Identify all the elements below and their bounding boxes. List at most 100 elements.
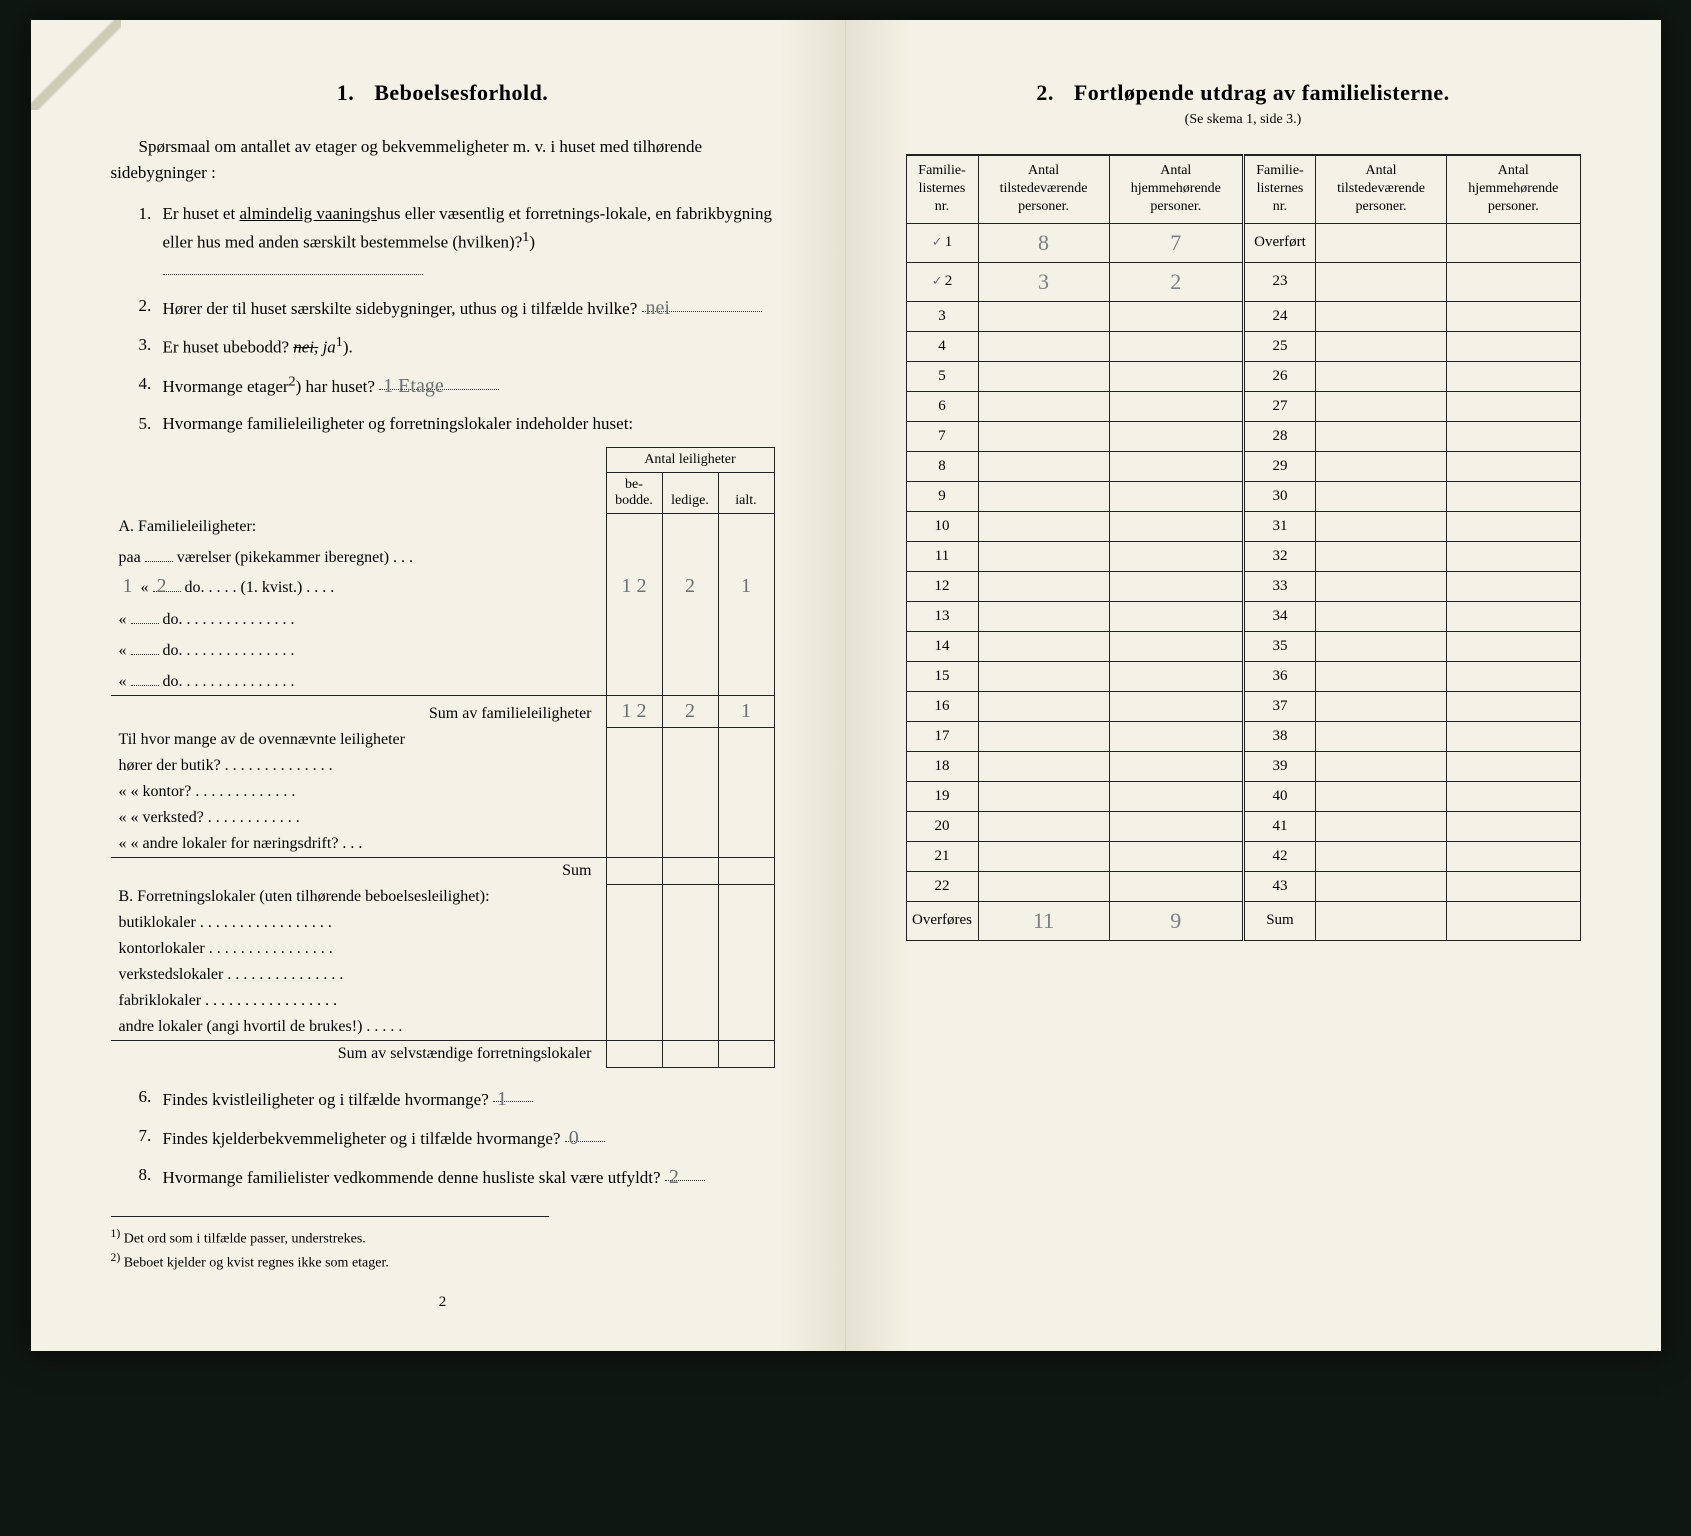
row-nr-l: 10 xyxy=(906,511,978,541)
row-tL: 8 xyxy=(978,223,1109,262)
row-nr-l: 8 xyxy=(906,451,978,481)
row-tR xyxy=(1315,301,1446,331)
section-number: 1. xyxy=(337,80,355,105)
row-tR xyxy=(1315,631,1446,661)
row-hL xyxy=(1109,871,1243,901)
row-nr-r: 39 xyxy=(1243,751,1315,781)
row-tL xyxy=(978,331,1109,361)
tbl-head-span: Antal leiligheter xyxy=(606,448,774,473)
A-sum-v3: 1 xyxy=(737,700,755,722)
extract-row: 930 xyxy=(906,481,1580,511)
extract-row: 1839 xyxy=(906,751,1580,781)
row-hR xyxy=(1447,421,1580,451)
row-tL xyxy=(978,571,1109,601)
extract-row: 22 43 xyxy=(906,871,1580,901)
row-hR xyxy=(1447,223,1580,262)
row-tR xyxy=(1315,391,1446,421)
row-hL xyxy=(1109,661,1243,691)
row-tL: 3 xyxy=(978,262,1109,301)
row-nr-r: 29 xyxy=(1243,451,1315,481)
row-nr-r: 42 xyxy=(1243,841,1315,871)
row-tL xyxy=(978,751,1109,781)
row-hL xyxy=(1109,421,1243,451)
row-tR xyxy=(1315,223,1446,262)
A-row-label: 1 « 2 do. . . . . (1. kvist.) . . . . xyxy=(111,571,607,602)
row-nr-l: 22 xyxy=(906,871,978,901)
A-sum-v1: 1 2 xyxy=(618,700,651,722)
q2-answer: nei xyxy=(642,297,674,319)
intro-text: Spørsmaal om antallet av etager og bekve… xyxy=(111,134,775,187)
row-tR xyxy=(1315,751,1446,781)
q3-paren: ) xyxy=(343,338,349,357)
row-nr-r: 41 xyxy=(1243,811,1315,841)
page-spread: 1. Beboelsesforhold. Spørsmaal om antall… xyxy=(31,20,1661,1351)
extract-row: 728 xyxy=(906,421,1580,451)
A-sub-sum-label: Sum xyxy=(111,858,607,885)
section-title-text: Beboelsesforhold. xyxy=(374,80,548,105)
question-3: 3. Er huset ubebodd? nei, ja1). xyxy=(139,332,775,361)
q8-number: 8. xyxy=(139,1162,152,1188)
A-sum-v2: 2 xyxy=(681,700,699,722)
A-sub-row: « « kontor? . . . . . . . . . . . . . xyxy=(111,779,775,805)
extract-row: 425 xyxy=(906,331,1580,361)
q1-sup: 1 xyxy=(522,229,529,245)
row-tL xyxy=(978,691,1109,721)
B-row: kontorlokaler . . . . . . . . . . . . . … xyxy=(111,936,775,962)
row-tL xyxy=(978,601,1109,631)
A-sum-row: Sum av familieleiligheter 1 2 2 1 xyxy=(111,695,775,727)
question-list: 1. Er huset et almindelig vaaningshus el… xyxy=(139,201,775,437)
extract-table: Familie-listernes nr. Antal tilstedevære… xyxy=(906,154,1581,941)
row-nr-l: 19 xyxy=(906,781,978,811)
row-nr-r: 33 xyxy=(1243,571,1315,601)
row-hL xyxy=(1109,811,1243,841)
row-nr-r: 32 xyxy=(1243,541,1315,571)
row-nr-l: 7 xyxy=(906,421,978,451)
page-number: 2 xyxy=(111,1294,775,1311)
extract-row: 1738 xyxy=(906,721,1580,751)
q3-text: Er huset ubebodd? xyxy=(163,338,290,357)
question-list-2: 6. Findes kvistleiligheter og i tilfælde… xyxy=(139,1084,775,1192)
extract-row: 8 29 xyxy=(906,451,1580,481)
extract-row: 1940 xyxy=(906,781,1580,811)
section-title-text-r: Fortløpende utdrag av familielisterne. xyxy=(1074,80,1450,105)
q1-text-a: Er huset et xyxy=(163,204,240,223)
q7-blank: 0 xyxy=(565,1123,605,1142)
extract-row: ✓187Overført xyxy=(906,223,1580,262)
A-row-v1 xyxy=(606,633,662,664)
row-nr-r: 36 xyxy=(1243,661,1315,691)
A-sub-label: « « andre lokaler for næringsdrift? . . … xyxy=(111,831,607,858)
row-hR xyxy=(1447,721,1580,751)
row-hL xyxy=(1109,361,1243,391)
row-tL xyxy=(978,361,1109,391)
row-hR xyxy=(1447,331,1580,361)
A-head: A. Familieleiligheter: xyxy=(111,514,607,540)
B-row-label: kontorlokaler . . . . . . . . . . . . . … xyxy=(111,936,607,962)
B-head: B. Forretningslokaler (uten tilhørende b… xyxy=(111,884,607,910)
row-nr-r: 27 xyxy=(1243,391,1315,421)
folded-corner xyxy=(31,20,121,110)
row-nr-r: 26 xyxy=(1243,361,1315,391)
q6-answer: 1 xyxy=(493,1088,511,1110)
row-nr-r: 43 xyxy=(1243,871,1315,901)
row-nr-r: 35 xyxy=(1243,631,1315,661)
row-hL xyxy=(1109,511,1243,541)
row-hR xyxy=(1447,661,1580,691)
row-hR xyxy=(1447,541,1580,571)
footer-label-l: Overføres xyxy=(906,901,978,940)
row-nr-l: 17 xyxy=(906,721,978,751)
B-sum-row: Sum av selvstændige forretningslokaler xyxy=(111,1041,775,1068)
extract-row: ✓23223 xyxy=(906,262,1580,301)
question-4: 4. Hvormange etager2) har huset? 1 Etage xyxy=(139,371,775,400)
extract-row: 1132 xyxy=(906,541,1580,571)
B-row: andre lokaler (angi hvortil de brukes!) … xyxy=(111,1014,775,1041)
row-tR xyxy=(1315,571,1446,601)
row-hL: 2 xyxy=(1109,262,1243,301)
row-nr-l: 21 xyxy=(906,841,978,871)
A-row-v3 xyxy=(718,540,774,571)
q4-blank: 1 Etage xyxy=(379,371,499,390)
row-hL xyxy=(1109,331,1243,361)
q2-text: Hører der til huset særskilte sidebygnin… xyxy=(163,299,638,318)
A-sub-intro: Til hvor mange av de ovennævnte leilighe… xyxy=(111,727,607,753)
row-hR xyxy=(1447,781,1580,811)
row-nr-l: ✓1 xyxy=(906,223,978,262)
